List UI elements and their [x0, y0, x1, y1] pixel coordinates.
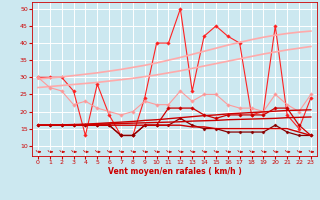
- X-axis label: Vent moyen/en rafales ( km/h ): Vent moyen/en rafales ( km/h ): [108, 167, 241, 176]
